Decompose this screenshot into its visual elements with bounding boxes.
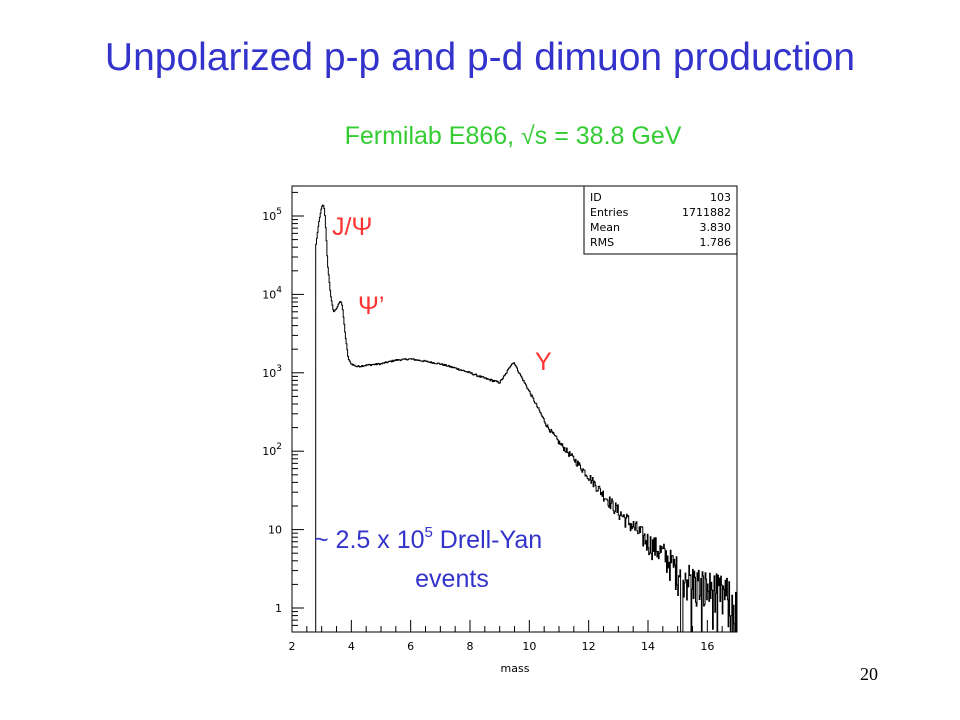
x-tick-label: 10 bbox=[522, 640, 536, 653]
annotation-drell-yan-line1: ~ 2.5 x 105 Drell-Yan bbox=[314, 524, 542, 554]
y-tick-label: 1 bbox=[275, 602, 282, 615]
x-tick-label: 16 bbox=[700, 640, 714, 653]
stats-label-mean: Mean bbox=[590, 221, 620, 234]
stats-label-rms: RMS bbox=[590, 236, 614, 249]
stats-value-entries: 1711882 bbox=[682, 206, 731, 219]
annotation-psiprime: Ψ’ bbox=[358, 292, 384, 320]
y-tick-label: 105 bbox=[262, 207, 282, 223]
x-tick-label: 6 bbox=[407, 640, 414, 653]
x-tick-label: 14 bbox=[641, 640, 655, 653]
stats-label-id: ID bbox=[590, 191, 602, 204]
x-tick-label: 12 bbox=[582, 640, 596, 653]
y-tick-label: 104 bbox=[262, 285, 282, 301]
stats-box: ID 103 Entries 1711882 Mean 3.830 RMS 1.… bbox=[583, 185, 738, 255]
x-tick-label: 8 bbox=[467, 640, 474, 653]
annotation-upsilon: Y bbox=[535, 348, 552, 376]
annotation-jpsi: J/Ψ bbox=[332, 213, 372, 241]
page-title: Unpolarized p-p and p-d dimuon productio… bbox=[104, 36, 856, 79]
y-tick-label: 102 bbox=[262, 442, 282, 458]
annotation-drell-yan-line2: events bbox=[415, 565, 489, 593]
stats-value-id: 103 bbox=[710, 191, 731, 204]
x-tick-label: 4 bbox=[348, 640, 355, 653]
stats-label-entries: Entries bbox=[590, 206, 629, 219]
stats-value-mean: 3.830 bbox=[700, 221, 732, 234]
x-axis-label: mass bbox=[501, 662, 530, 675]
x-tick-label: 2 bbox=[289, 640, 296, 653]
histogram-series bbox=[315, 204, 737, 633]
page-number: 20 bbox=[860, 664, 878, 684]
y-tick-label: 103 bbox=[262, 364, 282, 380]
y-tick-label: 10 bbox=[268, 524, 282, 537]
stats-value-rms: 1.786 bbox=[700, 236, 732, 249]
page-subtitle: Fermilab E866, √s = 38.8 GeV bbox=[344, 122, 682, 150]
